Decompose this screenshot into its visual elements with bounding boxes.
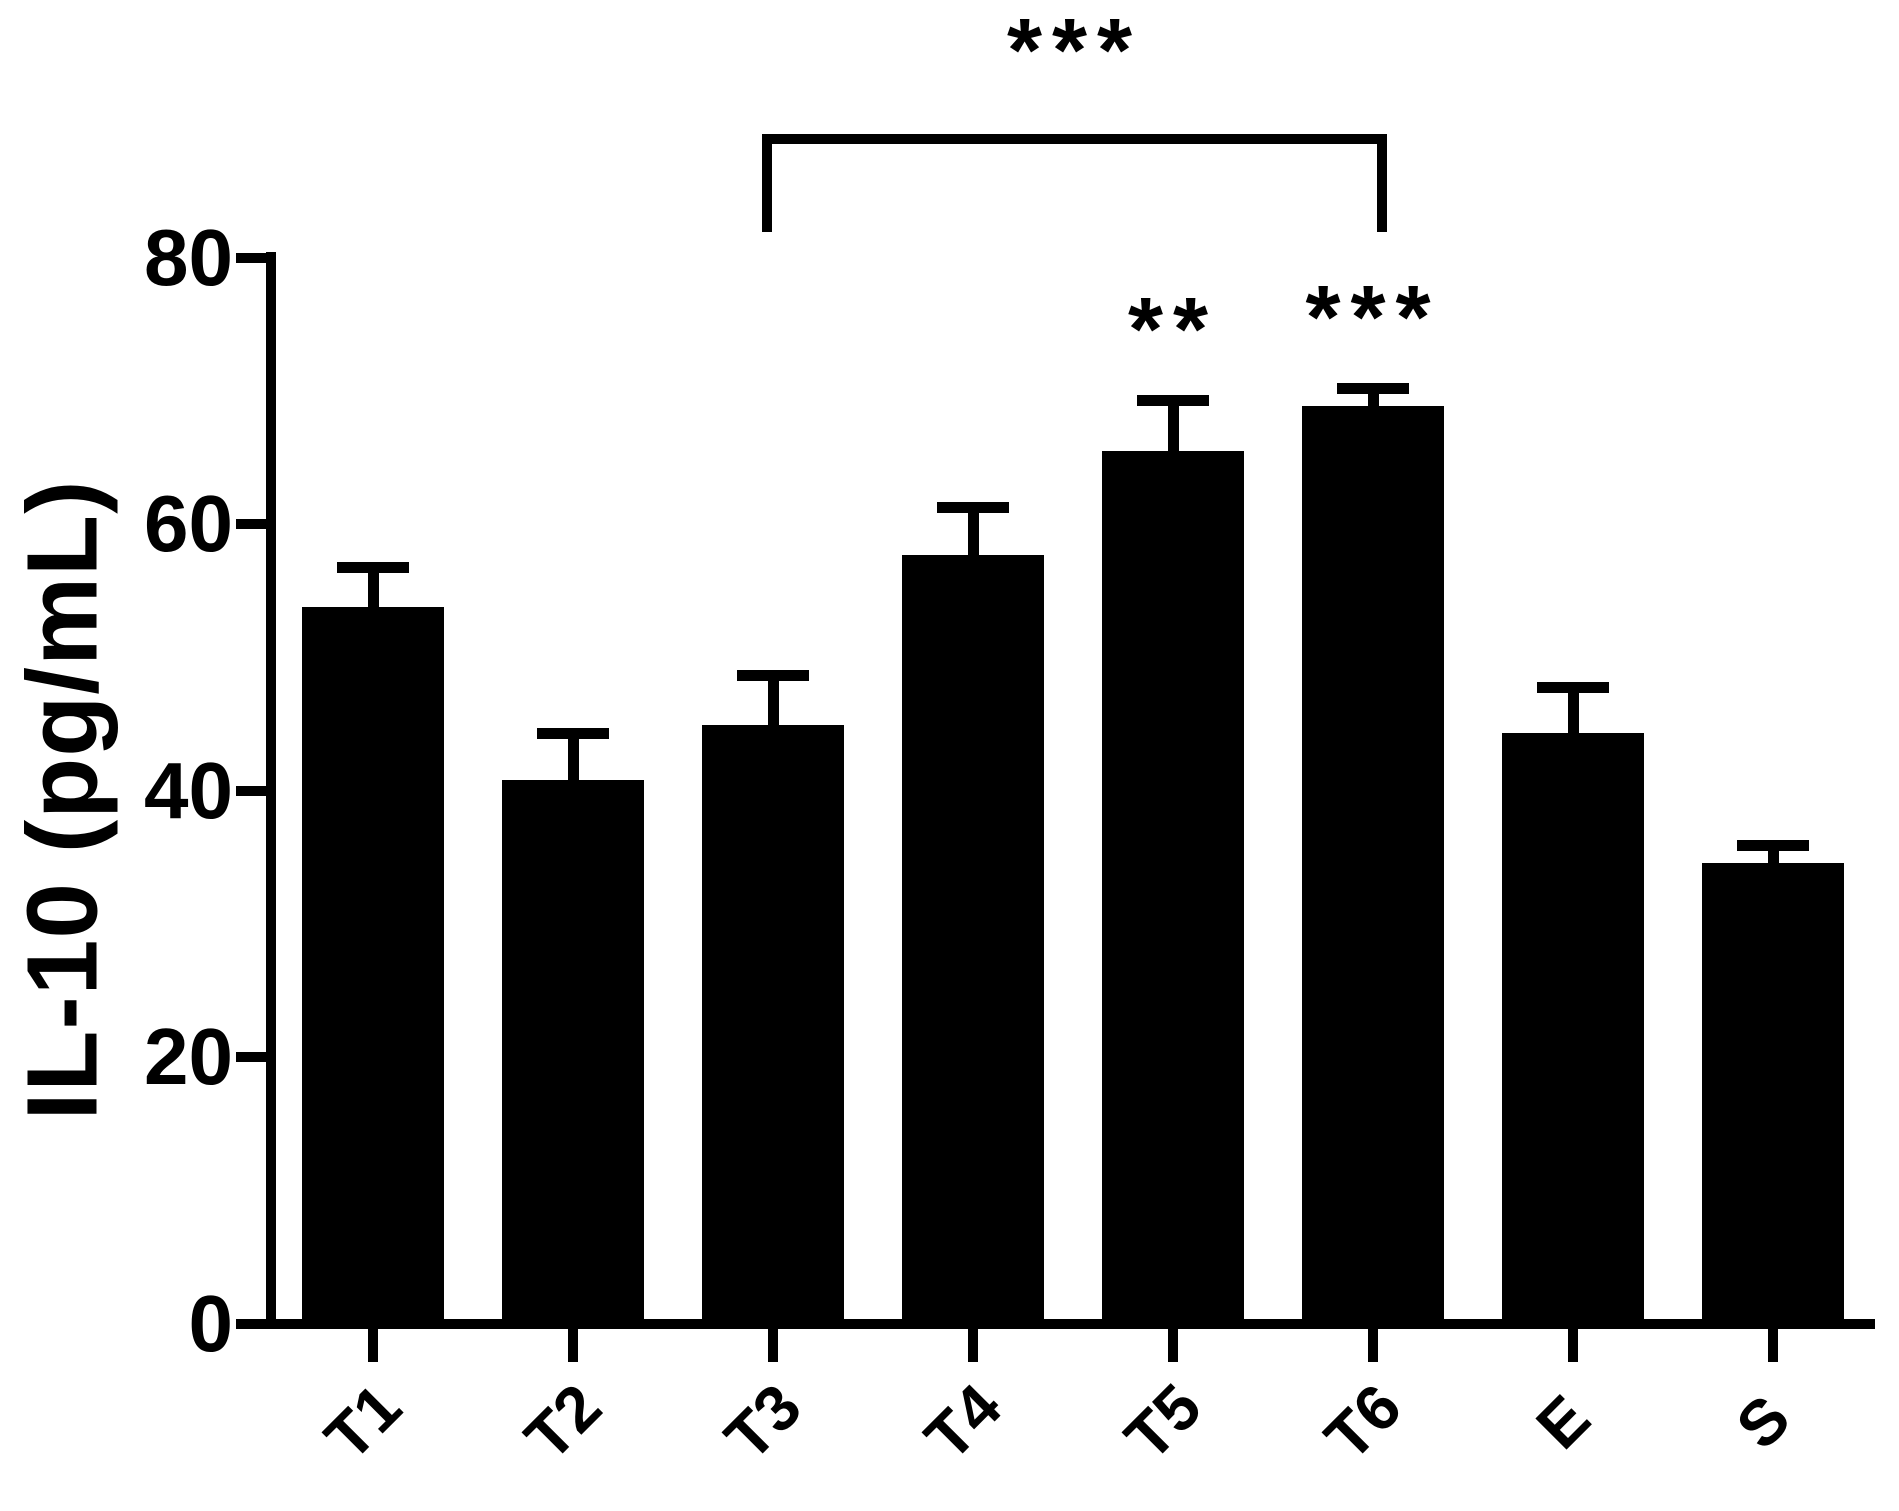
- bar: [902, 555, 1044, 1328]
- bar: [702, 725, 844, 1328]
- error-bar-cap: [1137, 394, 1209, 406]
- x-axis-line: [266, 1319, 1875, 1329]
- bar: [502, 780, 644, 1328]
- x-tick-mark: [1368, 1329, 1378, 1362]
- error-bar-cap: [937, 501, 1009, 513]
- y-tick-mark: [236, 786, 266, 796]
- error-bar-cap: [1737, 839, 1809, 851]
- bar-significance-stars: **: [1127, 280, 1219, 380]
- bracket-left-drop: [762, 134, 772, 232]
- x-tick-mark: [568, 1329, 578, 1362]
- error-bar-cap: [537, 727, 609, 739]
- y-axis-line: [266, 252, 276, 1329]
- error-bar-cap: [337, 561, 409, 573]
- error-bar-stem: [767, 675, 779, 725]
- x-tick-mark: [1568, 1329, 1578, 1362]
- x-tick-mark: [768, 1329, 778, 1362]
- x-category-label: T2: [511, 1370, 615, 1474]
- x-tick-mark: [1168, 1329, 1178, 1362]
- error-bar-cap: [1537, 681, 1609, 693]
- y-tick-mark: [236, 1052, 266, 1062]
- bracket-horizontal-line: [762, 134, 1387, 144]
- bar: [1102, 451, 1244, 1328]
- error-bar-stem: [1767, 845, 1779, 863]
- x-category-label: E: [1522, 1381, 1604, 1463]
- x-tick-mark: [368, 1329, 378, 1362]
- x-category-label: T4: [911, 1370, 1015, 1474]
- x-tick-mark: [968, 1329, 978, 1362]
- y-tick-label: 0: [188, 1279, 234, 1368]
- x-category-label: T6: [1311, 1370, 1415, 1474]
- error-bar-stem: [367, 567, 379, 607]
- error-bar-cap: [737, 669, 809, 681]
- y-tick-label: 80: [144, 213, 233, 302]
- bar: [1302, 406, 1444, 1328]
- error-bar-stem: [967, 507, 979, 555]
- error-bar-stem: [567, 733, 579, 780]
- y-tick-mark: [236, 1319, 266, 1329]
- error-bar-cap: [1337, 382, 1409, 394]
- y-tick-label: 20: [144, 1012, 233, 1101]
- y-tick-mark: [236, 253, 266, 263]
- error-bar-stem: [1167, 400, 1179, 451]
- bar: [1502, 733, 1644, 1328]
- bar-significance-stars: ***: [1305, 268, 1441, 368]
- error-bar-stem: [1367, 388, 1379, 406]
- y-tick-mark: [236, 519, 266, 529]
- bracket-right-drop: [1377, 134, 1387, 232]
- y-tick-label: 40: [144, 746, 233, 835]
- bar: [1702, 863, 1844, 1328]
- error-bar-stem: [1567, 687, 1579, 733]
- x-category-label: S: [1722, 1381, 1804, 1463]
- x-category-label: T5: [1111, 1370, 1215, 1474]
- bar: [302, 607, 444, 1328]
- x-tick-mark: [1768, 1329, 1778, 1362]
- x-category-label: T1: [311, 1370, 415, 1474]
- y-tick-label: 60: [144, 479, 233, 568]
- x-category-label: T3: [711, 1370, 815, 1474]
- bracket-significance-stars: ***: [1006, 1, 1143, 101]
